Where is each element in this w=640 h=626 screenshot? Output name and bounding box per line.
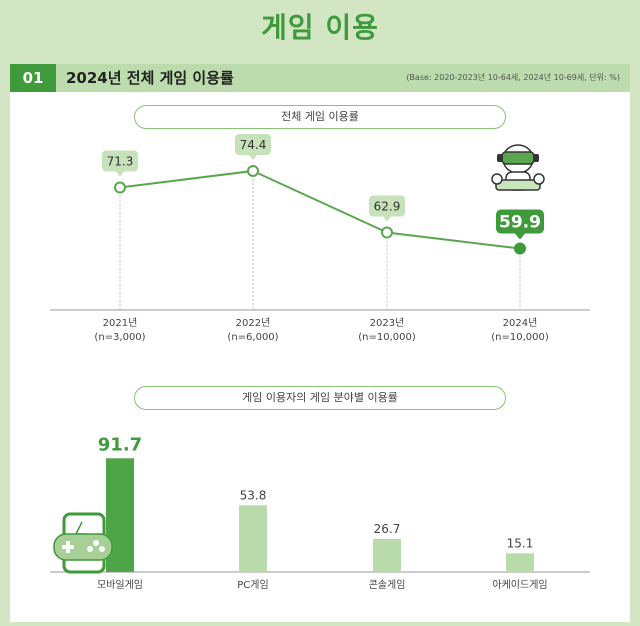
- bar-category-1: PC게임: [237, 578, 268, 591]
- data-label-0: 71.3: [107, 155, 134, 169]
- line-point-2: [381, 226, 393, 239]
- value-label-pointer-1: [249, 154, 257, 160]
- bar-category-3: 아케이드게임: [492, 578, 547, 591]
- bar-value-0: 91.7: [98, 434, 142, 455]
- bar-value-2: 26.7: [374, 522, 401, 536]
- data-label-2: 62.9: [374, 199, 401, 213]
- data-label-1: 74.4: [240, 138, 267, 152]
- value-label-pointer-2: [383, 216, 391, 222]
- line-point-1: [247, 164, 259, 177]
- line-point-3: [514, 242, 526, 255]
- charts-svg: 71.3 2021년 (n=3,000) 74.4 2022년 (n=6,000) 62.9…: [50, 133, 590, 591]
- section-header: 01 2024년 전체 게임 이용률 (Base: 2020-2023년 10-…: [10, 64, 630, 92]
- bar-category-2: 콘솔게임: [369, 578, 406, 591]
- x-sublabel-3: (n=10,000): [491, 332, 549, 343]
- bar-category-0: 모바일게임: [97, 578, 143, 591]
- line-chart-title: 전체 게임 이용률: [134, 105, 506, 129]
- data-label-3: 59.9: [499, 213, 541, 233]
- line-chart: 71.3 2021년 (n=3,000) 74.4 2022년 (n=6,000) 62.9…: [50, 133, 590, 343]
- bar-1: [239, 505, 267, 572]
- value-label-box-1: [235, 133, 271, 155]
- bar-chart-title: 게임 이용자의 게임 분야별 이용률: [134, 386, 506, 410]
- x-tick-label-3: 2024년: [503, 317, 538, 329]
- x-tick-label-0: 2021년: [103, 317, 138, 329]
- bar-3: [506, 553, 534, 572]
- section-number: 01: [10, 64, 56, 92]
- vr-gamer-icon: [491, 144, 545, 191]
- page-title: 게임 이용: [261, 11, 379, 44]
- value-label-pointer-0: [116, 171, 124, 177]
- x-tick-label-2: 2023년: [370, 317, 405, 329]
- line-series: [119, 169, 521, 250]
- content-panel: 01 2024년 전체 게임 이용률 (Base: 2020-2023년 10-…: [10, 64, 630, 622]
- value-label-box-0: [102, 150, 138, 172]
- bar-chart: 91.7 모바일게임 53.8 PC게임 26.7 콘솔게임 15.1 아케이드게임: [50, 434, 590, 591]
- bar-value-3: 15.1: [507, 536, 534, 550]
- bar-value-1: 53.8: [240, 488, 267, 502]
- line-point-0: [114, 181, 126, 194]
- section-title: 2024년 전체 게임 이용률: [66, 69, 234, 87]
- x-sublabel-1: (n=6,000): [227, 332, 278, 343]
- value-label-box-2: [369, 195, 405, 217]
- mobile-gamepad-icon: [53, 512, 113, 574]
- value-label-box-3: [496, 209, 544, 234]
- x-tick-label-1: 2022년: [236, 317, 271, 329]
- x-sublabel-0: (n=3,000): [94, 332, 145, 343]
- value-label-pointer-3: [515, 233, 525, 240]
- bar-2: [373, 538, 401, 572]
- x-sublabel-2: (n=10,000): [358, 332, 416, 343]
- base-note: (Base: 2020-2023년 10-64세, 2024년 10-69세, …: [406, 73, 620, 82]
